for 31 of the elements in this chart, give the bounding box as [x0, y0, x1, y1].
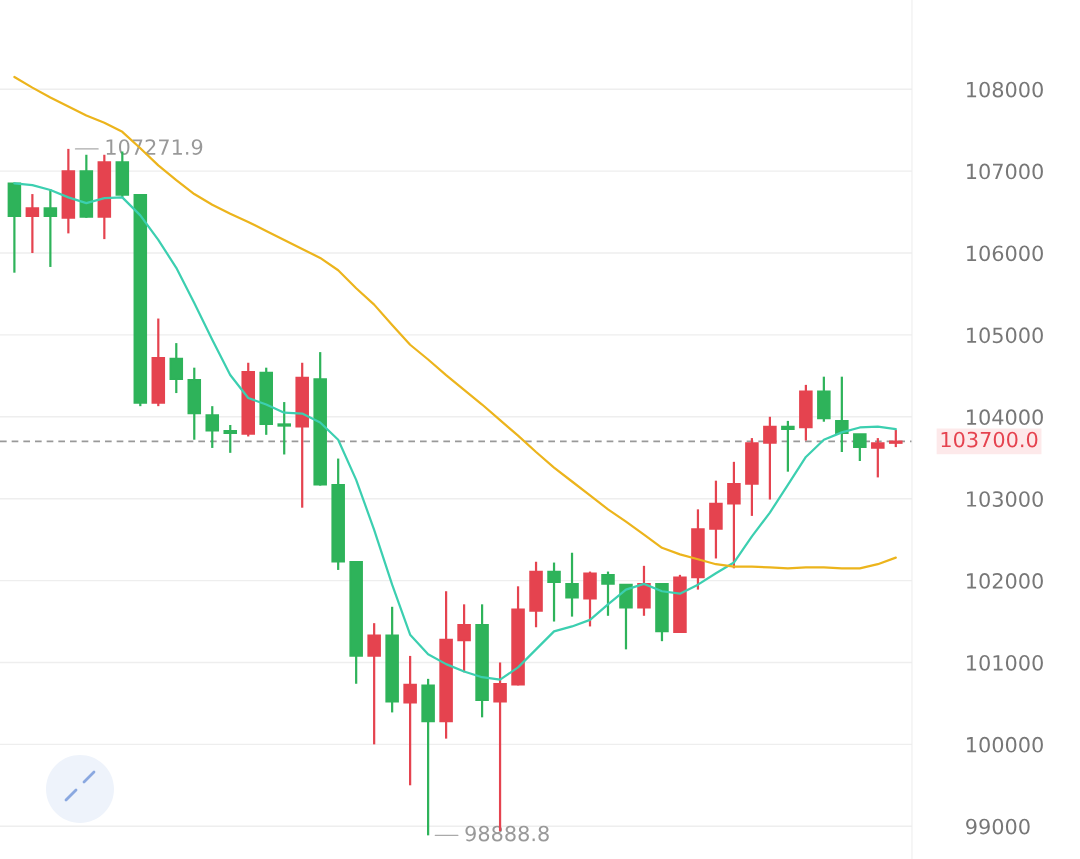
y-tick-label: 108000 — [967, 81, 1043, 98]
candlestick — [205, 405, 220, 450]
y-tick-label: 103000 — [967, 491, 1043, 507]
candlestick — [853, 432, 867, 463]
candlestick — [547, 561, 561, 623]
y-tick-label: 107000 — [967, 163, 1043, 180]
candlestick — [403, 654, 417, 787]
y-tick-label: 106000 — [967, 245, 1043, 262]
candlestick — [763, 415, 777, 501]
ref-line-label: 103700.0 — [941, 431, 1038, 448]
y-tick-label: 105000 — [967, 327, 1043, 344]
candlestick — [601, 570, 615, 617]
y-tick-label: 102000 — [967, 573, 1043, 589]
candlestick — [25, 192, 40, 255]
candlestick — [277, 400, 291, 456]
candlestick — [223, 423, 238, 454]
candlestick — [169, 342, 184, 395]
candlestick — [781, 419, 795, 473]
candlestick — [367, 622, 381, 746]
annotation: 98888.8 — [465, 825, 549, 842]
line-series — [13, 75, 897, 570]
candlestick — [637, 564, 651, 617]
candlestick — [565, 551, 579, 618]
y-tick-label: 104000 — [967, 409, 1043, 426]
y-tick-label: 99000 — [966, 818, 1030, 835]
candlestick — [871, 436, 885, 479]
candlestick — [835, 375, 849, 454]
y-tick-label: 101000 — [967, 654, 1043, 671]
candlestick — [43, 188, 58, 269]
candlestick — [619, 583, 633, 651]
y-tick-label: 100000 — [967, 736, 1043, 753]
